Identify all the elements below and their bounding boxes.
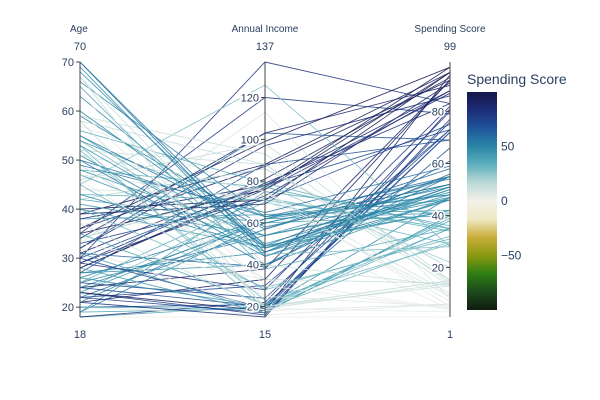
tick-label: 40 — [247, 260, 259, 272]
axis-title: Age — [70, 24, 88, 35]
axis-max-label: 70 — [74, 41, 86, 53]
axis-max-label: 99 — [444, 41, 456, 53]
axis-title: Spending Score — [414, 24, 486, 35]
tick-label: 40 — [62, 204, 74, 216]
axis-title: Annual Income — [232, 24, 299, 35]
tick-label: 40 — [432, 211, 444, 223]
tick-label: 20 — [247, 302, 259, 314]
tick-label: 70 — [62, 57, 74, 69]
axis-min-label: 1 — [447, 329, 453, 341]
colorbar-tick-label: 0 — [501, 194, 508, 208]
colorbar: Spending Score −50 0 50 — [467, 71, 567, 310]
axes: Age 70 18 20 30 40 50 60 70 Annual Income 137 15 20 4… — [60, 24, 486, 341]
tick-label: 100 — [241, 134, 259, 146]
axis-min-label: 15 — [259, 329, 271, 341]
axis-max-label: 137 — [256, 41, 274, 53]
tick-label: 80 — [247, 176, 259, 188]
tick-label: 50 — [62, 155, 74, 167]
tick-label: 60 — [62, 106, 74, 118]
colorbar-tick-label: −50 — [501, 249, 522, 263]
tick-label: 60 — [247, 218, 259, 230]
tick-label: 60 — [432, 158, 444, 170]
tick-label: 20 — [62, 302, 74, 314]
colorbar-gradient — [467, 92, 497, 310]
colorbar-tick-label: 50 — [501, 140, 515, 154]
axis-min-label: 18 — [74, 329, 86, 341]
tick-label: 20 — [432, 263, 444, 275]
tick-label: 120 — [241, 93, 259, 105]
tick-label: 80 — [432, 106, 444, 118]
tick-label: 30 — [62, 253, 74, 265]
colorbar-title: Spending Score — [467, 71, 567, 87]
